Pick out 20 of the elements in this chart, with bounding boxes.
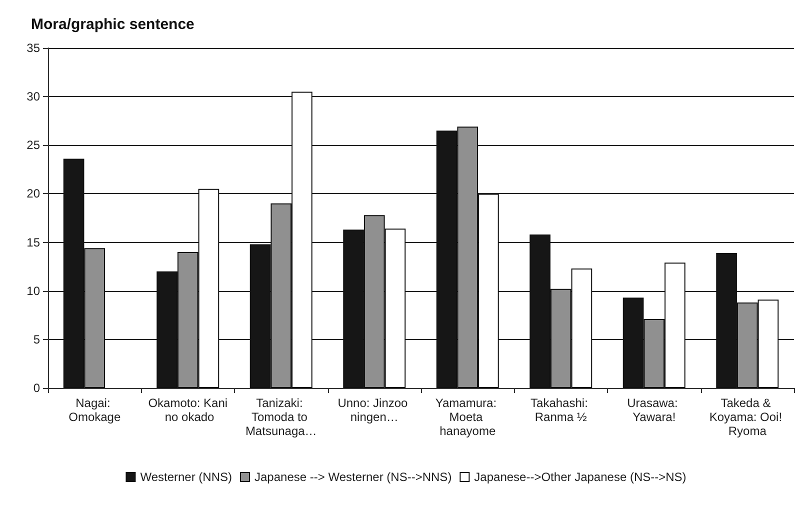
chart-title: Mora/graphic sentence (31, 16, 194, 33)
y-tick-label: 20 (26, 186, 40, 201)
legend-label: Westerner (NNS) (140, 470, 232, 484)
x-tick-label: Takahashi: Ranma ½ (530, 396, 592, 424)
legend-label: Japanese-->Other Japanese (NS-->NS) (474, 470, 686, 484)
y-tick-label: 30 (26, 90, 40, 104)
x-tick-label: Yamamura: Moeta hanayome (435, 396, 500, 438)
y-tick-label: 0 (33, 381, 40, 395)
x-tick-label: Tanizaki: Tomoda to Matsunaga… (245, 396, 317, 438)
y-tick-label: 5 (33, 332, 40, 346)
x-tick-label: Nagai: Omokage (68, 396, 121, 424)
y-tick-label: 15 (26, 235, 40, 250)
y-tick-label: 25 (26, 138, 40, 152)
y-tick-label: 35 (26, 41, 40, 55)
x-tick-label: Unno: Jinzoo ningen… (338, 396, 412, 424)
y-tick-label: 10 (26, 284, 40, 298)
x-tick-label: Okamoto: Kani no okado (148, 396, 228, 424)
x-tick-label: Urasawa: Yawara! (627, 396, 682, 424)
x-tick-label: Takeda & Koyama: Ooi! Ryoma (709, 396, 786, 438)
legend-label: Japanese --> Westerner (NS-->NNS) (254, 470, 452, 484)
